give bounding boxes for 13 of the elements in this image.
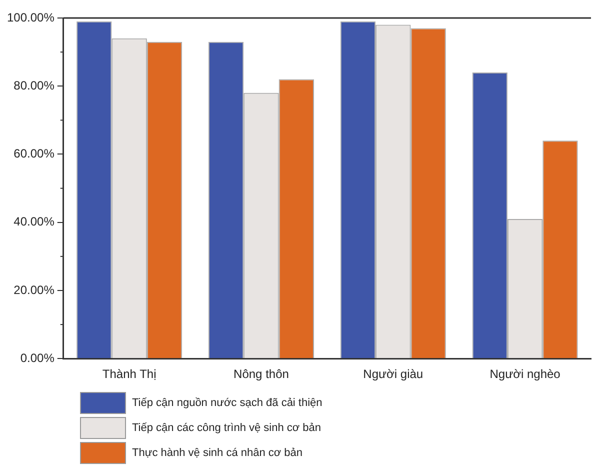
- y-tick-label: 0.00%: [20, 350, 55, 365]
- x-tick-label: Người giàu: [363, 367, 424, 382]
- legend-label: Tiếp cận nguồn nước sạch đã cải thiện: [132, 396, 322, 408]
- y-tick-label: 20.00%: [14, 282, 55, 297]
- y-tick-label: 80.00%: [14, 78, 55, 92]
- x-tick-label: Nông thôn: [234, 367, 289, 382]
- y-tick-label: 100.00%: [7, 10, 55, 24]
- x-tick-label: Thành Thị: [102, 367, 156, 382]
- y-tick-label: 60.00%: [14, 146, 55, 161]
- x-tick-label: Người nghèo: [490, 367, 561, 382]
- legend-label: Thực hành vệ sinh cá nhân cơ bản: [132, 446, 303, 458]
- legend-label: Tiếp cận các công trình vệ sinh cơ bản: [132, 422, 322, 434]
- y-tick-label: 40.00%: [14, 214, 55, 229]
